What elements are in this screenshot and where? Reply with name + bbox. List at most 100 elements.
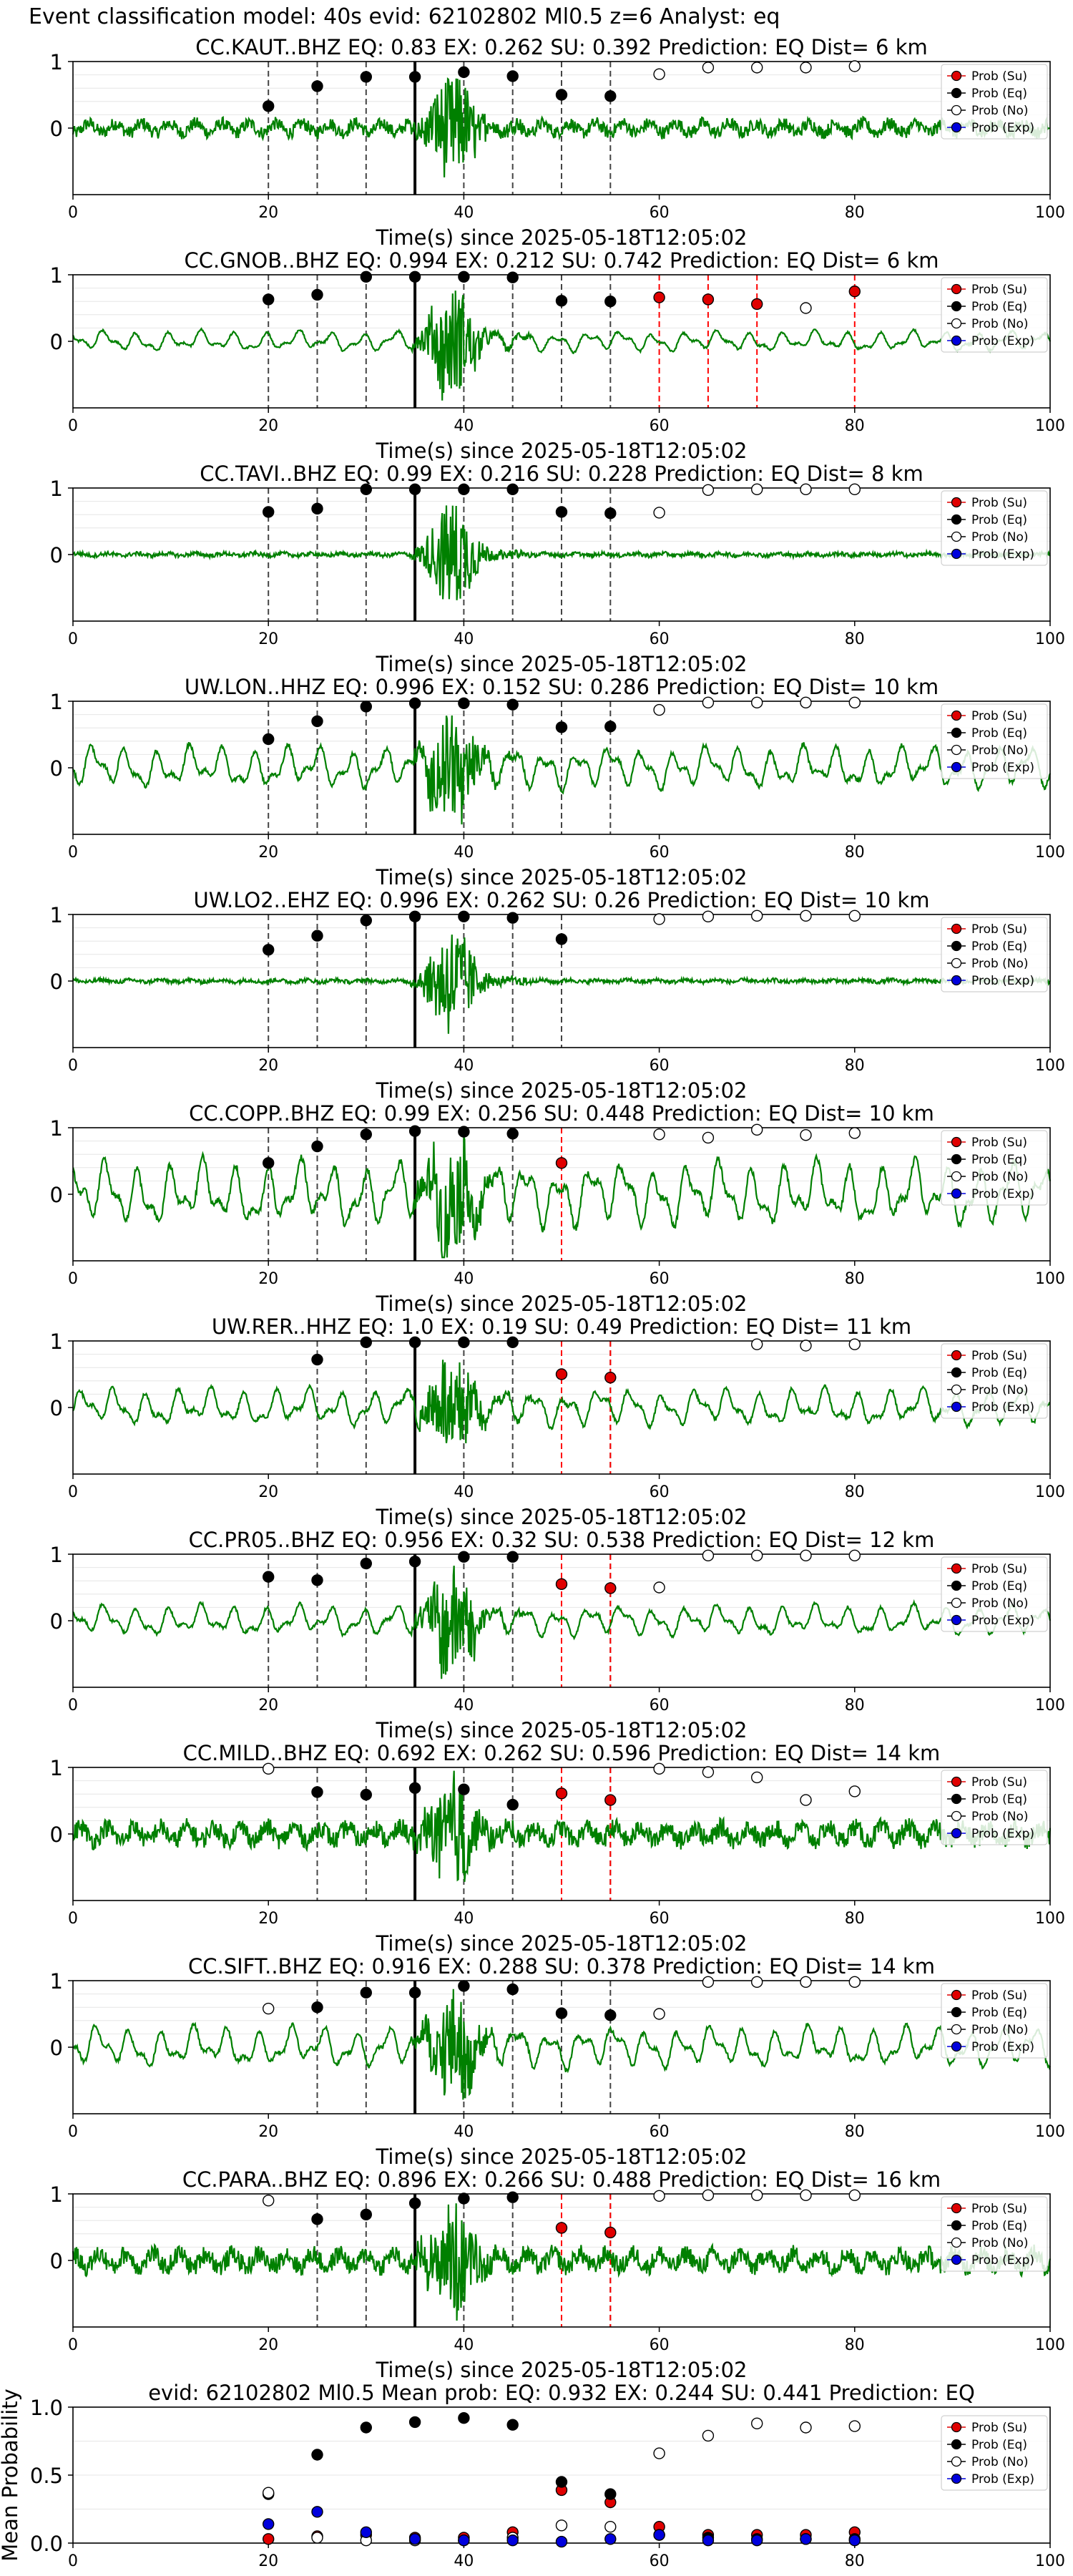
legend-marker	[951, 1401, 962, 1413]
chart-panel-0: CC.KAUT..BHZ EQ: 0.83 EX: 0.262 SU: 0.39…	[50, 35, 1065, 250]
prob-marker-eq	[360, 71, 372, 83]
prob-marker-no	[848, 1549, 861, 1562]
prob-marker-eq	[408, 910, 421, 922]
y-tick-label: 0	[50, 970, 63, 994]
x-tick-label: 100	[1035, 1483, 1065, 1501]
legend-box	[941, 1770, 1048, 1845]
prob-marker-eq	[360, 1557, 372, 1570]
prob-marker-eq	[263, 1571, 275, 1583]
prob-marker-no	[800, 1549, 812, 1562]
x-tick-label: 20	[258, 1057, 278, 1075]
y-tick-label: 0	[50, 2249, 63, 2273]
prob-marker-eq	[263, 506, 275, 518]
seismic-waveform	[72, 505, 1051, 600]
chart-title: CC.GNOB..BHZ EQ: 0.994 EX: 0.212 SU: 0.7…	[184, 248, 939, 273]
x-tick-label: 40	[454, 2552, 474, 2570]
prob-marker-eq	[555, 506, 568, 518]
prob-marker-eq	[555, 721, 568, 733]
prob-marker-eq	[506, 483, 519, 496]
prob-marker-no	[702, 2189, 715, 2202]
legend-marker	[951, 1776, 962, 1787]
x-tick-label: 40	[454, 204, 474, 222]
chart-title: UW.LON..HHZ EQ: 0.996 EX: 0.152 SU: 0.28…	[185, 675, 939, 699]
prob-marker-no	[800, 909, 812, 922]
prob-marker-su	[653, 291, 665, 303]
chart-panel-2: CC.TAVI..BHZ EQ: 0.99 EX: 0.216 SU: 0.22…	[50, 462, 1065, 676]
prob-marker-eq	[458, 1336, 470, 1349]
legend-box	[941, 2415, 1048, 2491]
prob-marker-eq	[360, 701, 372, 713]
x-tick-label: 60	[650, 417, 670, 435]
legend-box	[941, 2196, 1048, 2272]
chart-panel-3: UW.LON..HHZ EQ: 0.996 EX: 0.152 SU: 0.28…	[50, 675, 1065, 889]
x-axis-label: Time(s) since 2025-05-18T12:05:02	[376, 652, 748, 676]
y-tick-label: 1	[50, 263, 63, 288]
legend-marker	[951, 1828, 962, 1839]
prob-marker-eq	[360, 1336, 372, 1349]
mean-prob-marker-no	[263, 2487, 275, 2499]
x-tick-label: 100	[1035, 2552, 1065, 2570]
x-axis-label: Time(s) since 2025-05-18T12:05:02	[376, 1718, 748, 1742]
x-tick-label: 40	[454, 1483, 474, 1501]
legend-label: Prob (Su)	[971, 1989, 1027, 2003]
legend-marker	[951, 975, 962, 986]
legend-marker	[951, 2041, 962, 2052]
y-tick-label: 1	[50, 1116, 63, 1141]
x-tick-label: 80	[845, 1697, 865, 1714]
prob-marker-eq	[604, 296, 617, 308]
legend-label: Prob (Su)	[971, 1562, 1027, 1576]
mean-prob-marker-exp	[800, 2533, 812, 2545]
prob-marker-no	[750, 1123, 763, 1136]
prob-marker-eq	[458, 697, 470, 709]
seismic-waveform	[72, 1566, 1052, 1679]
legend-label: Prob (No)	[971, 1383, 1029, 1397]
legend-box	[941, 64, 1048, 140]
legend-marker	[951, 283, 962, 295]
prob-marker-eq	[506, 1336, 519, 1349]
prob-marker-eq	[360, 914, 372, 927]
legend-label: Prob (Exp)	[971, 2253, 1034, 2268]
y-tick-label: 1	[50, 1969, 63, 1994]
prob-marker-eq	[408, 1336, 421, 1349]
prob-marker-no	[702, 696, 715, 709]
mean-prob-marker-exp	[311, 2506, 323, 2518]
prob-marker-eq	[263, 293, 275, 306]
y-tick-label: 0	[50, 543, 63, 567]
x-tick-label: 60	[650, 1483, 670, 1501]
prob-marker-eq	[506, 1798, 519, 1811]
legend-marker	[951, 318, 962, 329]
prob-marker-eq	[408, 1782, 421, 1795]
legend-box	[941, 917, 1048, 992]
prob-marker-eq	[458, 1980, 470, 1992]
x-tick-label: 0	[68, 1270, 78, 1288]
seismic-waveform	[72, 2203, 1052, 2321]
prob-marker-no	[800, 696, 812, 709]
legend-marker	[951, 514, 962, 525]
prob-marker-eq	[458, 483, 470, 496]
legend-label: Prob (Exp)	[971, 121, 1034, 135]
chart-title: CC.PR05..BHZ EQ: 0.956 EX: 0.32 SU: 0.53…	[189, 1528, 935, 1552]
x-axis-label: Time(s) since 2025-05-18T12:05:02	[376, 2145, 748, 2169]
prob-marker-eq	[311, 502, 323, 515]
x-tick-label: 40	[454, 1697, 474, 1714]
legend-marker	[951, 940, 962, 952]
prob-marker-eq	[360, 2208, 372, 2221]
x-tick-label: 40	[454, 630, 474, 648]
chart-panel-10: CC.PARA..BHZ EQ: 0.896 EX: 0.266 SU: 0.4…	[50, 2167, 1065, 2382]
legend-marker	[951, 104, 962, 116]
chart-panel-11: evid: 62102802 Ml0.5 Mean prob: EQ: 0.93…	[0, 2381, 1065, 2570]
mean-prob-marker-exp	[360, 2526, 372, 2539]
x-tick-label: 0	[68, 1057, 78, 1075]
legend-label: Prob (No)	[971, 317, 1029, 331]
chart-panel-1: CC.GNOB..BHZ EQ: 0.994 EX: 0.212 SU: 0.7…	[50, 248, 1065, 463]
prob-marker-eq	[311, 80, 323, 92]
prob-marker-su	[750, 298, 763, 311]
y-tick-label: 0	[50, 1396, 63, 1420]
prob-marker-eq	[408, 1556, 421, 1568]
x-tick-label: 60	[650, 1697, 670, 1714]
prob-marker-no	[848, 60, 861, 72]
seismic-waveform	[72, 935, 1052, 1034]
legend-label: Prob (Eq)	[971, 2219, 1027, 2233]
x-tick-label: 20	[258, 2552, 278, 2570]
